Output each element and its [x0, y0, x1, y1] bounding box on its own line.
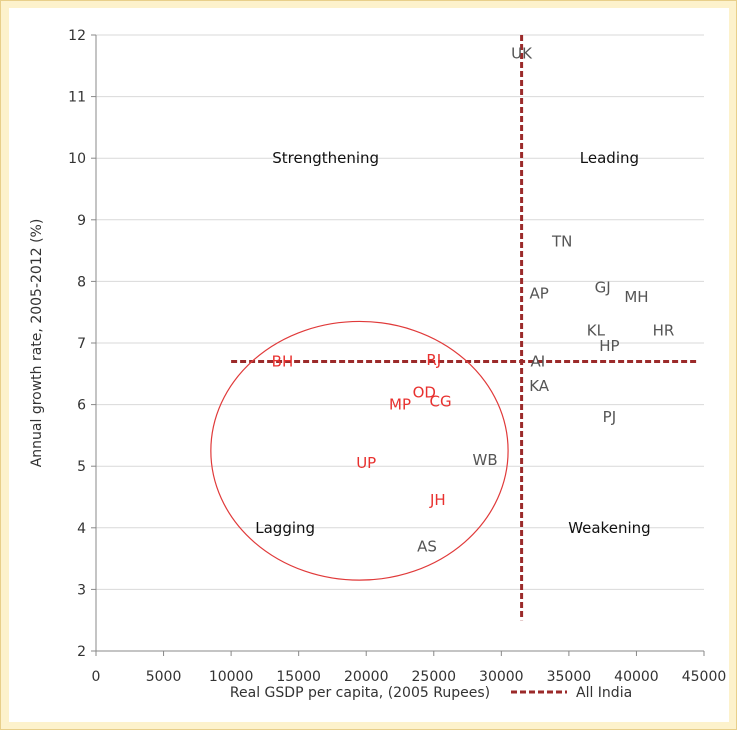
y-tick-label: 5: [77, 459, 86, 475]
y-tick-label: 3: [77, 582, 86, 598]
x-tick-label: 20000: [344, 669, 389, 685]
quadrant-labels: Strengthening Leading Lagging Weakening: [255, 149, 650, 537]
data-point-gj: GJ: [595, 279, 611, 297]
x-tick-label: 0: [92, 669, 101, 685]
data-point-kl: KL: [587, 322, 606, 340]
x-tick-label: 45000: [682, 669, 727, 685]
data-point-as: AS: [417, 537, 437, 555]
quadrant-label-weakening: Weakening: [568, 519, 650, 537]
data-point-ai: AI: [530, 352, 545, 370]
data-point-mh: MH: [624, 288, 648, 306]
y-tick-label: 8: [77, 274, 86, 290]
data-point-pj: PJ: [603, 408, 616, 426]
highlight-ellipse-group: [210, 320, 509, 581]
y-tick-label: 4: [77, 521, 86, 537]
quadrant-label-leading: Leading: [580, 149, 639, 167]
chart-panel: [9, 8, 729, 722]
data-point-rj: RJ: [426, 351, 441, 369]
y-tick-label: 6: [77, 398, 86, 414]
x-tick-label: 25000: [412, 669, 457, 685]
data-point-tn: TN: [551, 232, 572, 250]
data-point-jh: JH: [429, 491, 446, 509]
y-tick-label: 11: [68, 90, 86, 106]
data-point-wb: WB: [473, 451, 498, 469]
data-point-ka: KA: [529, 377, 550, 395]
legend: All India: [511, 685, 632, 701]
y-tick-label: 10: [68, 151, 86, 167]
x-tick-label: 40000: [614, 669, 659, 685]
reference-lines: [231, 35, 698, 621]
data-point-mp: MP: [389, 396, 411, 414]
y-tick-label: 12: [68, 28, 86, 44]
axes: 2 3 4 5 6 7 8 9 10 11 12 0 5000 10000 15000 20000 25000 3…: [68, 28, 726, 685]
y-tick-label: 9: [77, 213, 86, 229]
data-point-up: UP: [356, 454, 376, 472]
y-axis-title: Annual growth rate, 2005-2012 (%): [29, 219, 45, 468]
data-point-hp: HP: [599, 337, 619, 355]
x-tick-label: 10000: [209, 669, 254, 685]
gridlines: [96, 34, 704, 652]
data-point-bh: BH: [272, 352, 294, 370]
data-point-cg: CG: [429, 393, 451, 411]
y-tick-label: 7: [77, 336, 86, 352]
x-tick-label: 5000: [146, 669, 182, 685]
legend-label-all-india: All India: [576, 685, 632, 701]
x-axis-title: Real GSDP per capita, (2005 Rupees): [230, 685, 490, 701]
x-tick-label: 30000: [479, 669, 524, 685]
data-point-uk: UK: [511, 44, 533, 62]
data-point-ap: AP: [530, 285, 549, 303]
quadrant-label-strengthening: Strengthening: [272, 149, 379, 167]
y-tick-label: 2: [77, 644, 86, 660]
x-tick-label: 35000: [547, 669, 592, 685]
quadrant-label-lagging: Lagging: [255, 519, 315, 537]
data-point-od: OD: [413, 383, 436, 401]
lagging-states-ellipse: [210, 320, 509, 581]
x-tick-label: 15000: [276, 669, 321, 685]
data-point-hr: HR: [653, 322, 675, 340]
